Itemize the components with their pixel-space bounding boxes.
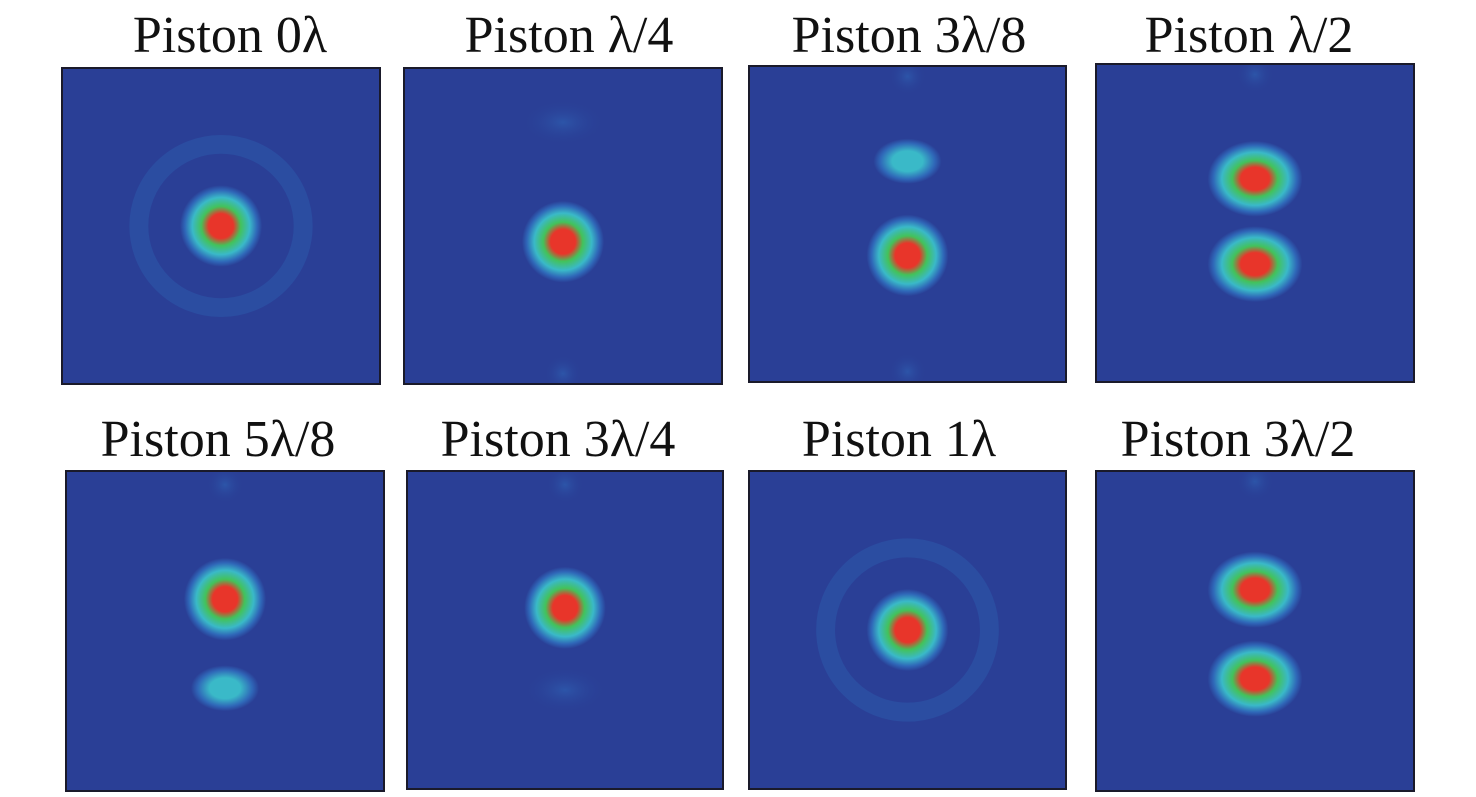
panel-title: Piston 3λ/8	[791, 7, 1027, 64]
intensity-lobe	[1207, 640, 1303, 717]
intensity-lobe	[866, 588, 949, 672]
beam-pattern-panel	[61, 67, 381, 385]
panel-title: Piston 3λ/2	[1120, 411, 1356, 468]
fringe-mark	[544, 354, 582, 383]
fringe-mark	[888, 67, 927, 96]
beam-pattern-panel	[1095, 470, 1415, 792]
panel-title: Piston 0λ	[132, 7, 328, 64]
beam-pattern-panel	[1095, 63, 1415, 383]
intensity-lobe	[521, 200, 605, 283]
panel-title: Piston λ/2	[1144, 7, 1354, 64]
beam-pattern-panel	[406, 470, 724, 790]
panel-background	[1097, 65, 1413, 381]
beam-pattern-panel	[65, 470, 385, 792]
fringe-mark	[888, 352, 927, 381]
intensity-lobe	[866, 214, 949, 297]
intensity-lobe	[873, 138, 942, 184]
fringe-mark	[1236, 472, 1274, 501]
beam-pattern-panel	[748, 470, 1067, 790]
panel-title: Piston λ/4	[464, 7, 674, 64]
panel-title: Piston 3λ/4	[440, 411, 676, 468]
beam-pattern-panel	[748, 65, 1067, 383]
fringe-mark	[816, 538, 999, 722]
intensity-lobe	[179, 185, 263, 267]
panel-title: Piston 5λ/8	[100, 411, 336, 468]
intensity-lobe	[523, 667, 607, 713]
intensity-lobe	[524, 566, 606, 649]
panel-background	[1097, 472, 1413, 790]
intensity-lobe	[1207, 140, 1303, 217]
panel-title: Piston 1λ	[801, 411, 997, 468]
intensity-lobe	[1207, 226, 1303, 302]
intensity-lobe	[190, 665, 260, 712]
beam-pattern-panel	[403, 67, 723, 385]
fringe-mark	[1236, 65, 1274, 94]
fringe-mark	[129, 134, 313, 318]
fringe-mark	[206, 472, 244, 504]
intensity-lobe	[521, 99, 605, 145]
intensity-lobe	[1207, 551, 1303, 628]
intensity-lobe	[183, 557, 267, 641]
fringe-mark	[546, 472, 584, 504]
